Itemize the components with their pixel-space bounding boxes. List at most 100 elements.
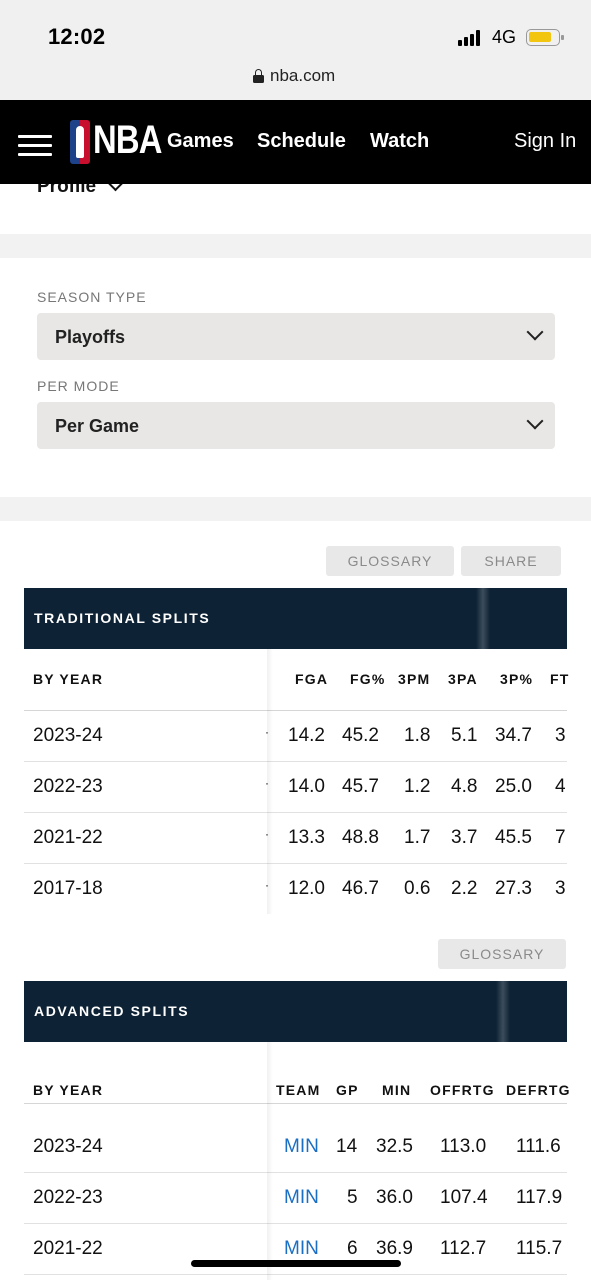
table-row: 2021-22 MIN 6 36.9 112.7 115.7 [24,1224,567,1275]
cell-3p-pct: 34.7 [495,725,532,746]
chevron-down-icon [526,412,544,430]
cell-3pm: 1.2 [404,776,431,797]
cell-min: 32.5 [376,1136,413,1157]
battery-icon [526,29,564,46]
team-link[interactable]: MIN [284,1238,319,1259]
cell-ft: 3 [555,878,566,899]
cell-fga: 13.3 [288,827,325,848]
col-header-by-year[interactable]: BY YEAR [33,1082,104,1098]
team-link[interactable]: MIN [284,1187,319,1208]
cell-year: 2022-23 [33,776,103,797]
cell-offrtg: 112.7 [440,1238,487,1259]
cell-clipped: · [265,827,269,841]
cell-clipped: · [265,725,269,739]
cell-fga: 12.0 [288,878,325,899]
season-type-select[interactable]: Playoffs [37,313,555,360]
cell-3pm: 1.8 [404,725,431,746]
cell-3p-pct: 27.3 [495,878,532,899]
glossary-button[interactable]: GLOSSARY [326,546,454,576]
share-button[interactable]: SHARE [461,546,561,576]
col-header-3p-pct[interactable]: 3P% [500,671,534,687]
cell-fg-pct: 46.7 [342,878,379,899]
signal-icon [458,30,484,46]
scroll-fade [476,588,490,649]
table-row: 2022-23 · 14.0 45.7 1.2 4.8 25.0 4 [24,762,567,813]
table-header-row: BY YEAR FGA FG% 3PM 3PA 3P% FT [24,649,570,711]
cell-clipped: · [265,878,269,892]
site-header: NBA [0,100,591,184]
cell-year: 2017-18 [33,878,103,899]
section-divider [0,234,591,258]
chevron-down-icon [526,323,544,341]
col-header-3pa[interactable]: 3PA [448,671,478,687]
per-mode-select[interactable]: Per Game [37,402,555,449]
menu-icon[interactable] [18,135,52,157]
team-link[interactable]: MIN [284,1136,319,1157]
advanced-splits-header: ADVANCED SPLITS [24,981,567,1042]
table-row: 2023-24 MIN 14 32.5 113.0 111.6 [24,1122,567,1173]
cell-ft: 4 [555,776,566,797]
cell-ft: 7 [555,827,566,848]
cell-3p-pct: 45.5 [495,827,532,848]
season-type-value: Playoffs [55,327,126,347]
cell-offrtg: 113.0 [440,1136,487,1157]
col-header-offrtg[interactable]: OFFRTG [430,1082,495,1098]
home-indicator[interactable] [191,1260,401,1267]
nav-schedule[interactable]: Schedule [257,130,346,152]
col-header-team[interactable]: TEAM [276,1082,321,1098]
profile-menu-label[interactable]: Profile [37,184,97,197]
cell-defrtg: 111.6 [516,1136,561,1157]
col-header-gp[interactable]: GP [336,1082,359,1098]
cell-3pm: 1.7 [404,827,431,848]
nav-watch[interactable]: Watch [370,130,430,152]
cell-min: 36.0 [376,1187,413,1208]
cell-gp: 5 [347,1187,358,1208]
cell-offrtg: 107.4 [440,1187,488,1208]
col-header-defrtg[interactable]: DEFRTG [506,1082,571,1098]
glossary-button[interactable]: GLOSSARY [438,939,566,969]
cell-3pa: 4.8 [451,776,478,797]
frozen-column-shadow [267,649,273,914]
cell-min: 36.9 [376,1238,413,1259]
cell-gp: 6 [347,1238,358,1259]
advanced-splits-table: BY YEAR TEAM GP MIN OFFRTG DEFRTG 2023-2… [24,1042,570,1280]
col-header-fga[interactable]: FGA [295,671,329,687]
scroll-fade [496,981,510,1042]
sign-in-link[interactable]: Sign In [514,130,577,152]
cell-clipped: · [265,776,269,790]
url-text: nba.com [270,66,336,85]
cell-year: 2021-22 [33,1238,103,1259]
season-type-label: SEASON TYPE [37,289,147,305]
cell-year: 2022-23 [33,1187,103,1208]
cell-fg-pct: 45.7 [342,776,379,797]
cell-3pa: 3.7 [451,827,478,848]
traditional-splits-header: TRADITIONAL SPLITS [24,588,567,649]
url-bar[interactable]: nba.com [0,58,591,100]
col-header-3pm[interactable]: 3PM [398,671,431,687]
traditional-splits-table: BY YEAR FGA FG% 3PM 3PA 3P% FT 2023-24 ·… [24,649,570,914]
cell-3pa: 5.1 [451,725,478,746]
col-header-by-year[interactable]: BY YEAR [33,671,104,687]
nba-logo-text[interactable]: NBA [93,118,162,162]
cell-gp: 14 [336,1136,358,1157]
col-header-ft[interactable]: FT [550,671,570,687]
col-header-min[interactable]: MIN [382,1082,412,1098]
profile-menu-strip: Profile [0,184,591,234]
nba-logo-icon[interactable] [70,120,90,164]
col-header-fg-pct[interactable]: FG% [350,671,386,687]
cell-defrtg: 115.7 [516,1238,563,1259]
status-bar: 12:02 4G [0,0,591,58]
nav-games[interactable]: Games [167,130,234,152]
chevron-down-icon[interactable] [107,184,124,192]
section-title: TRADITIONAL SPLITS [34,610,211,626]
section-divider [0,497,591,521]
cell-year: 2021-22 [33,827,103,848]
per-mode-value: Per Game [55,416,140,436]
cell-fga: 14.0 [288,776,325,797]
table-row: 2021-22 · 13.3 48.8 1.7 3.7 45.5 7 [24,813,567,864]
cell-year: 2023-24 [33,1136,103,1157]
frozen-column-shadow [267,1042,273,1280]
cell-fg-pct: 48.8 [342,827,379,848]
section-title: ADVANCED SPLITS [34,1003,190,1019]
lock-icon [253,69,264,83]
